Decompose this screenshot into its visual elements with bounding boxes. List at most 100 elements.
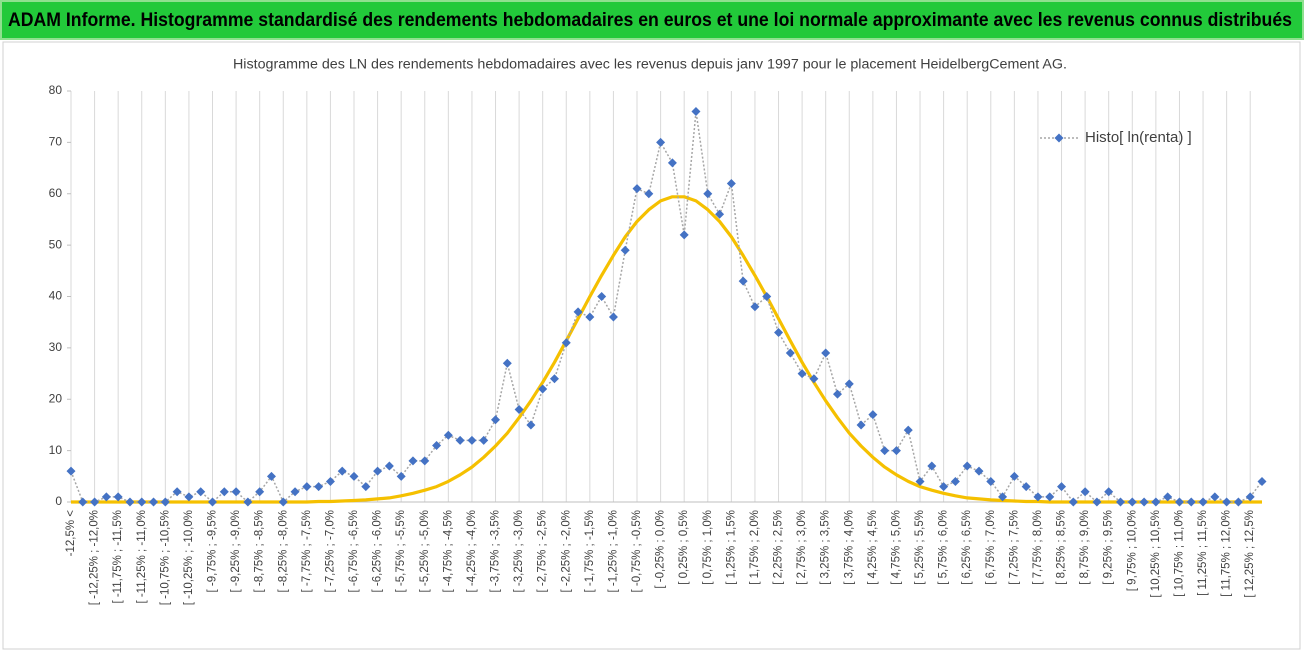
data-point — [1151, 497, 1161, 507]
x-tick-label: [ 7,75% ; 8,0% — [1032, 510, 1044, 585]
data-point — [1104, 487, 1114, 497]
data-point — [1092, 497, 1102, 507]
x-tick-label: [ -1,25% ; -1,0% — [607, 510, 619, 592]
x-tick-label: [ 10,75% ; 11,0% — [1173, 510, 1185, 597]
y-tick-label: 0 — [55, 494, 62, 508]
x-tick-label: [ -10,25% ; -10,0% — [183, 510, 195, 605]
x-tick-label: [ -0,75% ; -0,5% — [631, 510, 643, 592]
data-point — [679, 230, 689, 240]
data-point — [561, 338, 571, 348]
data-point — [809, 374, 819, 384]
data-point — [998, 492, 1008, 502]
data-point — [774, 327, 784, 337]
data-point — [608, 312, 618, 322]
x-tick-label: [ -10,75% ; -10,5% — [159, 510, 171, 605]
data-point — [832, 389, 842, 399]
y-tick-label: 70 — [49, 135, 63, 149]
y-tick-label: 40 — [49, 289, 63, 303]
x-tick-label: [ 5,25% ; 5,5% — [914, 510, 926, 585]
data-point — [243, 497, 253, 507]
data-point — [1210, 492, 1220, 502]
data-point — [915, 476, 925, 486]
data-point — [90, 497, 100, 507]
data-point — [1174, 497, 1184, 507]
data-point — [585, 312, 595, 322]
data-point — [1127, 497, 1137, 507]
data-point — [538, 384, 548, 394]
data-point — [266, 471, 276, 481]
data-point — [703, 189, 713, 199]
data-point — [1045, 492, 1055, 502]
x-tick-label: [ -3,25% ; -3,0% — [513, 510, 525, 592]
data-point — [373, 466, 383, 476]
data-point — [821, 348, 831, 358]
x-tick-label: [ 9,75% ; 10,0% — [1126, 510, 1138, 591]
data-point — [1245, 492, 1255, 502]
data-point — [868, 410, 878, 420]
x-tick-label: [ 3,25% ; 3,5% — [820, 510, 832, 585]
data-point — [691, 107, 701, 117]
data-point — [1233, 497, 1243, 507]
x-tick-label: [ -7,75% ; -7,5% — [301, 510, 313, 592]
data-point — [891, 446, 901, 456]
data-point — [1021, 482, 1031, 492]
data-point — [113, 492, 123, 502]
data-point — [78, 497, 88, 507]
data-point — [184, 492, 194, 502]
data-point — [514, 405, 524, 415]
x-tick-label: [ 2,25% ; 2,5% — [773, 510, 785, 585]
data-point — [762, 292, 772, 301]
x-tick-label: [ -8,75% ; -8,5% — [254, 510, 266, 592]
x-tick-label: [ 4,25% ; 4,5% — [867, 510, 879, 585]
data-point — [208, 497, 218, 507]
x-tick-label: [ -12,25% ; -12,0% — [89, 510, 101, 605]
data-point — [101, 492, 111, 502]
y-tick-label: 30 — [49, 340, 63, 354]
x-tick-label: [ 4,75% ; 5,0% — [890, 510, 902, 585]
x-tick-label: [ -9,75% ; -9,5% — [207, 510, 219, 592]
x-tick-label: [ 0,75% ; 1,0% — [702, 510, 714, 585]
x-tick-label: [ 1,75% ; 2,0% — [749, 510, 761, 585]
x-tick-label: [ -11,75% ; -11,5% — [112, 510, 124, 604]
x-tick-label: [ 6,25% ; 6,5% — [961, 510, 973, 585]
header-bar — [0, 0, 1304, 40]
data-point — [1222, 497, 1232, 507]
data-point — [1115, 497, 1125, 507]
y-tick-label: 10 — [49, 443, 63, 457]
data-point — [432, 440, 442, 450]
data-point — [797, 369, 807, 379]
x-tick-label: [ -5,25% ; -5,0% — [419, 510, 431, 592]
data-point — [1163, 492, 1173, 502]
data-point — [149, 497, 159, 507]
data-point — [715, 209, 725, 219]
data-point — [408, 456, 418, 466]
x-tick-label: [ -7,25% ; -7,0% — [324, 510, 336, 592]
x-tick-label: [ 8,25% ; 8,5% — [1056, 510, 1068, 585]
data-point — [903, 425, 913, 435]
header-title: ADAM Informe. Histogramme standardisé de… — [8, 10, 1292, 31]
data-point — [986, 476, 996, 486]
y-tick-label: 80 — [49, 83, 63, 97]
x-tick-label: [ 11,25% ; 11,5% — [1197, 510, 1209, 596]
data-point — [302, 482, 312, 492]
x-tick-label: [ -11,25% ; -11,0% — [136, 510, 148, 604]
data-point — [479, 435, 489, 445]
data-point — [597, 292, 607, 301]
data-point — [231, 487, 241, 497]
legend-marker — [1054, 133, 1064, 143]
data-point — [950, 476, 960, 486]
x-tick-label: [ -1,75% ; -1,5% — [584, 510, 596, 592]
x-tick-label: [ 12,25% ; 12,5% — [1244, 510, 1256, 598]
data-point — [420, 456, 430, 466]
chart-title: Histogramme des LN des rendements hebdom… — [233, 57, 1067, 72]
data-point — [396, 471, 406, 481]
data-point — [443, 430, 453, 440]
data-point — [526, 420, 536, 430]
data-point — [738, 276, 748, 286]
data-point — [573, 307, 583, 317]
x-tick-label: [ 0,25% ; 0,5% — [678, 510, 690, 585]
chart-frame — [2, 41, 1301, 650]
x-tick-label: [ 5,75% ; 6,0% — [938, 510, 950, 585]
